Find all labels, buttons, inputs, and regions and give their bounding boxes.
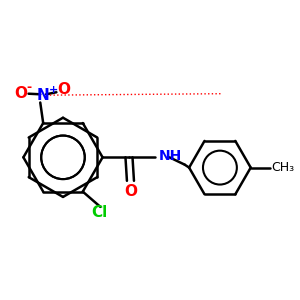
Text: +: + bbox=[49, 85, 58, 95]
Text: NH: NH bbox=[159, 149, 182, 163]
Text: Cl: Cl bbox=[91, 205, 107, 220]
Text: O: O bbox=[57, 82, 70, 97]
Text: CH₃: CH₃ bbox=[271, 161, 294, 174]
Text: -: - bbox=[26, 81, 31, 94]
Text: O: O bbox=[124, 184, 137, 199]
Text: N: N bbox=[37, 88, 50, 103]
Text: O: O bbox=[15, 85, 28, 100]
